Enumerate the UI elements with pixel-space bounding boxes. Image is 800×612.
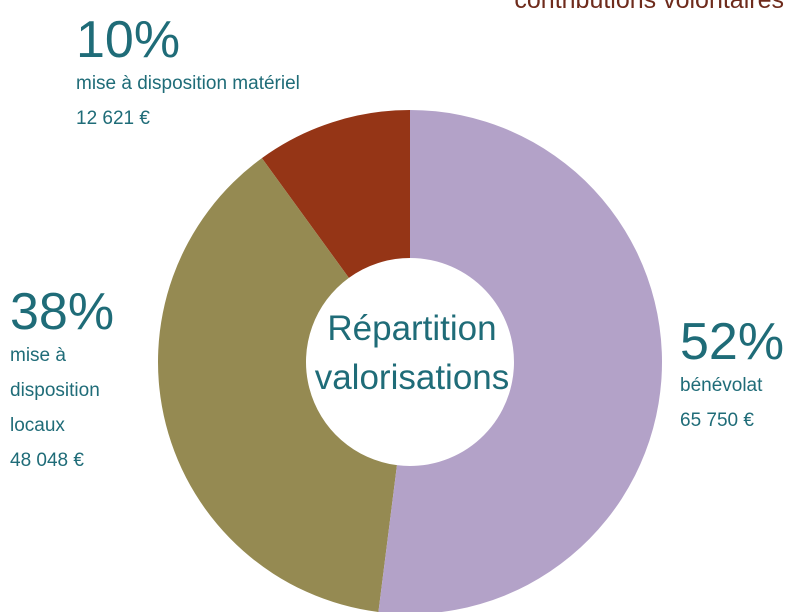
donut-segment: [158, 158, 397, 612]
category-label: mise à disposition matériel: [76, 73, 300, 94]
donut-segment: [378, 110, 662, 612]
percent-label: 38%: [10, 283, 115, 341]
center-label: valorisations: [315, 358, 510, 397]
amount-label: 12 621 €: [76, 108, 150, 129]
percent-label: 10%: [76, 11, 181, 69]
amount-label: 65 750 €: [680, 410, 754, 431]
donut-segment: [261, 110, 410, 278]
label: 52% bénévolat 65 750 €: [680, 316, 800, 438]
label: 10% mise à disposition matériel 12 621 €: [76, 14, 301, 136]
category-label: mise à disposition locaux: [10, 345, 100, 436]
chart-title: contributions volontaires: [514, 0, 784, 14]
category-label: bénévolat: [680, 375, 763, 396]
center-label: Répartition: [327, 309, 496, 348]
label: 38% mise à disposition locaux 48 048 €: [10, 286, 135, 478]
percent-label: 52%: [680, 313, 785, 371]
amount-label: 48 048 €: [10, 450, 84, 471]
